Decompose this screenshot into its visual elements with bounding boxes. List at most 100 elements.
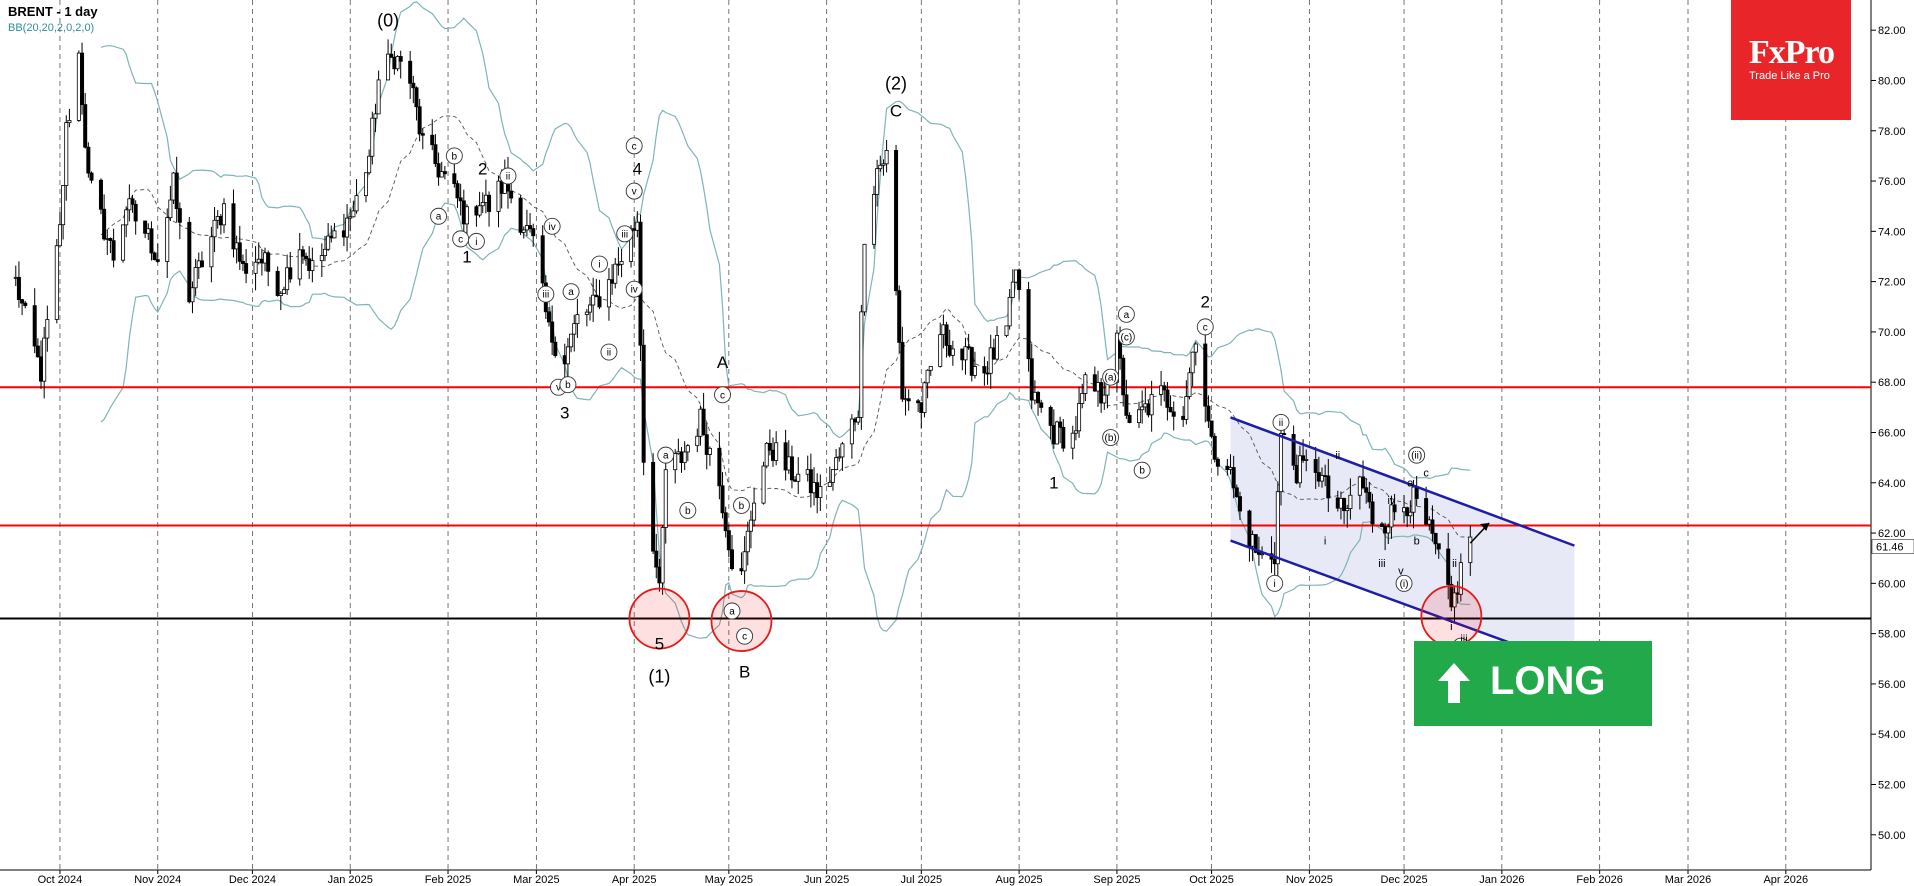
wave-label-circle [430,207,448,225]
wave-label: c [1203,322,1208,333]
candle-body [1070,432,1075,449]
candle-body [285,267,290,291]
candle-body [363,172,368,197]
candle-body [704,434,709,455]
candle-body [856,417,861,423]
candle-body [685,445,690,453]
candle-body [281,289,286,294]
wave-label: b [1414,535,1420,547]
candle-body [1048,407,1053,426]
candle-body [143,220,148,234]
wave-label: B [739,662,750,681]
candle-body [1231,467,1236,489]
candle-body [231,203,236,250]
candle-body [1124,394,1129,416]
candle-body [834,457,839,470]
candle-body [673,453,678,471]
x-tick-label: Feb 2025 [425,874,471,886]
candle-body [509,190,514,199]
candle-body [326,235,331,250]
candle-body [1370,501,1375,525]
candle-body [1411,486,1416,513]
candle-body [1433,532,1438,545]
candle-body [439,171,444,178]
candle-body [83,104,88,148]
candle-body [20,299,25,304]
candle-body [61,185,66,226]
logo-tagline: Trade Like a Pro [1749,70,1830,82]
candle-body [1168,406,1173,413]
candle-body [209,236,214,268]
candle-body [199,260,204,268]
candle-body [193,267,198,289]
candle-body [928,366,933,371]
wave-label: 2 [1201,293,1210,312]
wave-label-circle [537,285,555,303]
wave-label-circle [559,376,577,394]
candle-body [215,216,220,221]
candle-body [1159,385,1164,395]
wave-label-circle [1272,413,1290,431]
candle-body [319,255,324,262]
candle-body [1080,393,1085,404]
y-tick-label: 78.00 [1878,126,1906,138]
candle-body [654,550,659,568]
candle-body [1304,459,1309,461]
candle-body [1338,498,1343,509]
x-tick-label: Jan 2026 [1479,874,1524,886]
candle-body [771,449,776,461]
y-tick-label: 58.00 [1878,629,1906,641]
y-tick-label: 72.00 [1878,277,1906,289]
candle-body [1092,374,1097,392]
bollinger-middle-band [100,115,1471,538]
candle-body [641,344,646,463]
arrow-up-icon [1438,663,1470,703]
candle-body [376,79,381,115]
candle-body [830,469,835,483]
x-tick-label: May 2025 [705,874,753,886]
candle-body [1424,498,1429,525]
candle-body [234,242,239,250]
candle-body [701,408,706,436]
wave-label-circle [499,167,517,185]
candle-body [1162,385,1167,391]
y-tick-label: 60.00 [1878,578,1906,590]
wave-label: 1 [1049,474,1058,493]
candle-body [827,481,832,487]
candle-body [1260,553,1265,556]
candle-body [752,502,757,521]
candle-body [1228,467,1233,470]
wave-label: ii [1452,558,1457,570]
candle-body [774,442,779,461]
candle-body [1278,433,1283,493]
candle-body [991,347,996,360]
candle-body [900,341,905,400]
long-signal-badge: LONG [1414,641,1652,726]
candle-body [591,294,596,306]
candle-body [925,369,930,384]
candle-body [1408,511,1413,517]
candle-body [944,324,949,346]
candle-body [1212,435,1217,460]
wave-label: iii [543,290,550,301]
candle-body [761,465,766,504]
candle-body [256,258,261,263]
wave-label: i [1324,535,1326,547]
candle-body [575,314,580,325]
candle-body [1095,382,1100,392]
x-tick-label: Dec 2024 [229,874,276,886]
wave-label-circle [1408,446,1426,464]
wave-label: (0) [377,10,399,30]
candle-body [1058,421,1063,428]
candle-body [86,146,91,174]
candle-body [1146,403,1151,416]
candle-body [1234,487,1239,497]
y-tick-label: 50.00 [1878,830,1906,842]
wave-label: (b) [1104,433,1116,444]
candle-body [212,219,217,238]
candle-body [597,296,602,308]
candle-body [1010,281,1015,298]
candle-body [1316,472,1321,482]
candle-body [420,133,425,136]
